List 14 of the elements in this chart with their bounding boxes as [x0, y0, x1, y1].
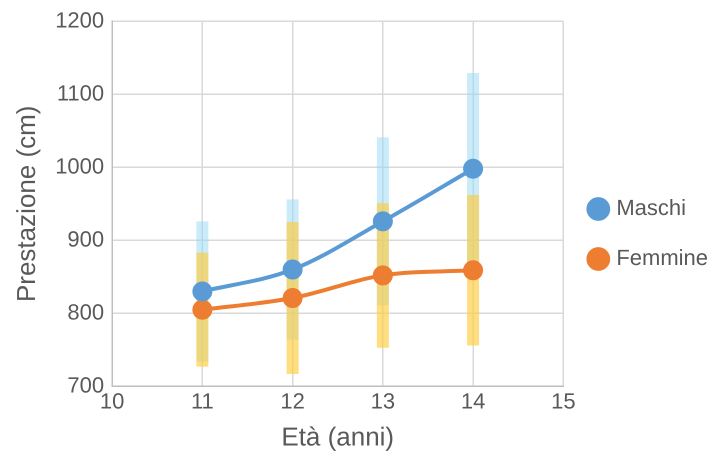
x-axis-title: Età (anni) [281, 422, 394, 452]
y-tick-label: 800 [67, 299, 104, 324]
legend-label: Femmine [616, 245, 708, 270]
legend-label: Maschi [616, 195, 686, 220]
x-tick-label: 13 [370, 388, 396, 414]
x-tick-label: 14 [460, 388, 486, 414]
x-tick-label: 12 [280, 388, 305, 414]
y-tick-label: 1200 [55, 7, 104, 32]
y-tick-label: 900 [67, 226, 104, 252]
y-axis-title: Prestazione (cm) [10, 106, 41, 302]
x-tick-label: 11 [190, 388, 214, 414]
y-tick-label: 1100 [56, 80, 104, 106]
y-tick-label: 1000 [55, 153, 104, 178]
x-tick-label: 15 [551, 388, 576, 414]
